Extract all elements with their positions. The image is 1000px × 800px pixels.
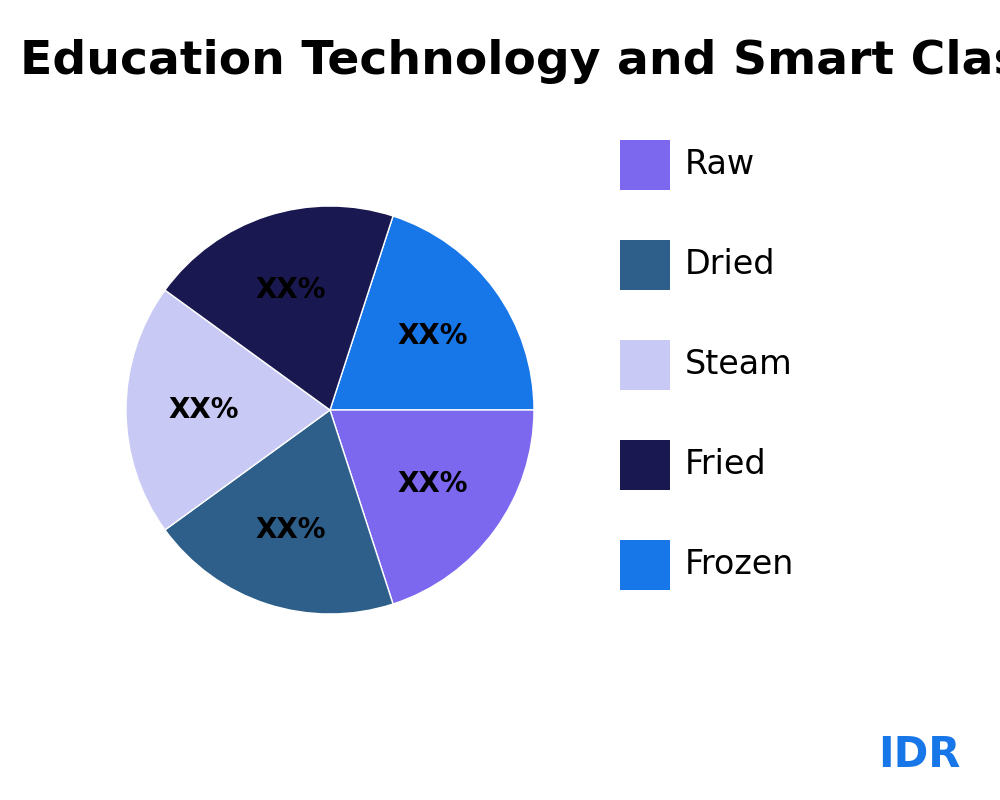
Wedge shape — [330, 410, 534, 604]
Text: Raw: Raw — [685, 149, 755, 182]
Wedge shape — [330, 216, 534, 410]
Bar — [620, 540, 670, 590]
Text: XX%: XX% — [256, 276, 326, 304]
Wedge shape — [165, 206, 393, 410]
Text: IDR: IDR — [878, 734, 960, 776]
Bar — [620, 440, 670, 490]
Text: Fried: Fried — [685, 449, 767, 482]
Bar — [620, 140, 670, 190]
Wedge shape — [126, 290, 330, 530]
Bar — [620, 240, 670, 290]
Text: Frozen: Frozen — [685, 549, 794, 582]
Text: Education Technology and Smart Classroom Marke: Education Technology and Smart Classroom… — [20, 39, 1000, 85]
Text: XX%: XX% — [397, 322, 468, 350]
Text: Dried: Dried — [685, 249, 776, 282]
Text: Steam: Steam — [685, 349, 793, 382]
Text: XX%: XX% — [168, 396, 239, 424]
Bar — [620, 340, 670, 390]
Text: XX%: XX% — [256, 516, 326, 544]
Wedge shape — [165, 410, 393, 614]
Text: XX%: XX% — [397, 470, 468, 498]
